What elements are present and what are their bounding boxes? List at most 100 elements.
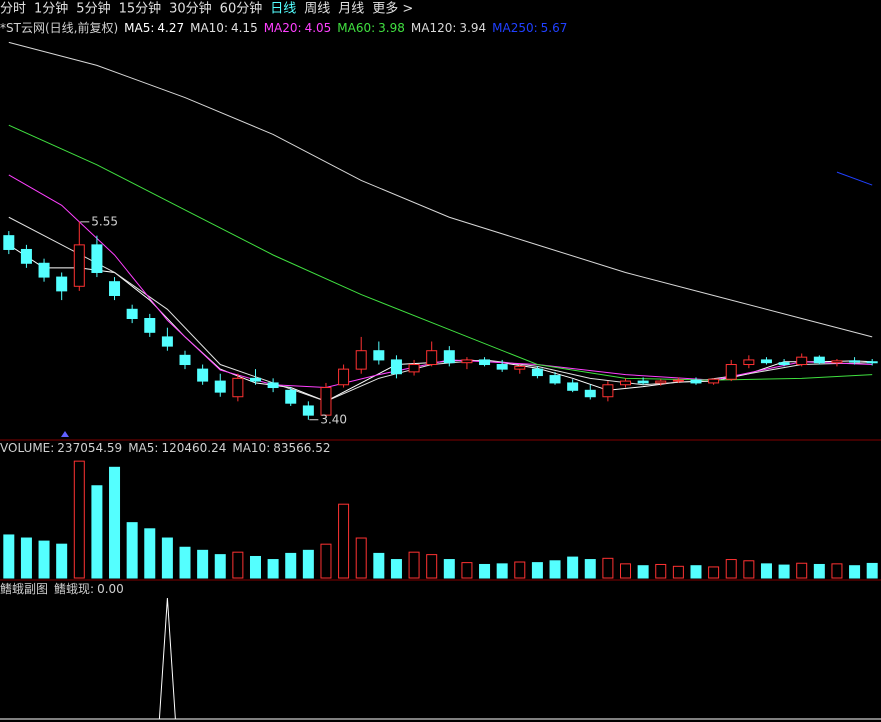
legend-label: MA20: xyxy=(264,21,302,35)
candle-body xyxy=(285,389,297,404)
volume-bar xyxy=(584,559,596,579)
volume-bar xyxy=(109,466,121,579)
volume-bar xyxy=(126,522,138,579)
indicator-value: 0.00 xyxy=(97,582,124,596)
tab[interactable]: 日线 xyxy=(270,2,296,17)
candle-body xyxy=(56,276,68,292)
candle-body xyxy=(496,364,508,370)
legend-value: 120460.24 xyxy=(161,441,226,455)
volume-bar xyxy=(56,543,68,579)
volume-bar xyxy=(3,534,15,579)
candle-body xyxy=(831,360,843,364)
volume-bar xyxy=(197,549,209,579)
candle-body xyxy=(584,389,596,398)
legend-label: MA250: xyxy=(492,21,538,35)
legend-value: 83566.52 xyxy=(273,441,330,455)
volume-bar xyxy=(179,546,191,579)
legend-value: 3.94 xyxy=(459,21,486,35)
volume-bar xyxy=(373,552,385,579)
legend-label: MA5: xyxy=(124,21,154,35)
tab[interactable]: 1分钟 xyxy=(34,1,68,17)
volume-bar xyxy=(73,460,85,579)
volume-bar xyxy=(320,543,332,579)
candle-body xyxy=(197,368,209,382)
candle-body xyxy=(426,350,438,366)
candle-body xyxy=(373,350,385,361)
candle-body xyxy=(637,380,649,384)
ma-line xyxy=(8,124,873,381)
tab[interactable]: 周线 xyxy=(304,2,330,17)
candle-body xyxy=(249,377,261,382)
candle-body xyxy=(232,377,244,398)
volume-bar xyxy=(672,565,684,579)
legend-label: MA5: xyxy=(128,441,158,455)
volume-bar xyxy=(813,563,825,579)
candle-body xyxy=(813,356,825,364)
volume-bar xyxy=(690,565,702,579)
legend-label: MA10: xyxy=(232,441,270,455)
candle-body xyxy=(355,350,367,370)
volume-bar xyxy=(849,565,861,579)
candle-body xyxy=(743,359,755,366)
candle-body xyxy=(214,380,226,393)
candle-body xyxy=(778,362,790,366)
volume-bar xyxy=(214,554,226,579)
candle-body xyxy=(20,248,32,264)
candle-body xyxy=(866,361,878,364)
tab[interactable]: 15分钟 xyxy=(119,1,162,17)
volume-bar xyxy=(479,563,491,579)
volume-bar xyxy=(38,540,50,579)
volume-bar xyxy=(831,563,843,579)
ma-line xyxy=(8,41,873,338)
volume-bar xyxy=(796,562,808,579)
legend-label: MA10: xyxy=(190,21,228,35)
tab[interactable]: 更多 > xyxy=(372,1,413,17)
volume-bar xyxy=(496,563,508,579)
legend-label: VOLUME: xyxy=(0,441,54,455)
candle-body xyxy=(161,336,173,347)
candle-body xyxy=(602,384,614,398)
candle-body xyxy=(655,380,667,384)
legend-value: 4.05 xyxy=(305,21,332,35)
legend-value: 4.15 xyxy=(231,21,258,35)
candle-body xyxy=(144,318,156,333)
candle-body xyxy=(408,364,420,373)
volume-bar xyxy=(338,503,350,579)
candle-body xyxy=(849,360,861,363)
candle-body xyxy=(690,379,702,384)
volume-bar xyxy=(567,556,579,579)
volume-bar xyxy=(355,537,367,579)
candle-body xyxy=(567,382,579,391)
legend-value: 3.98 xyxy=(378,21,405,35)
indicator-spike xyxy=(158,597,176,720)
volume-bar xyxy=(443,559,455,579)
candle-body xyxy=(302,405,314,416)
candle-body xyxy=(443,350,455,364)
candle-body xyxy=(461,359,473,364)
ma-line xyxy=(8,174,873,389)
volume-bar xyxy=(637,565,649,579)
candle-body xyxy=(725,364,737,380)
tab[interactable]: 60分钟 xyxy=(220,1,263,17)
annotation-label: 5.55 xyxy=(91,214,118,228)
candle-body xyxy=(708,378,720,384)
legend-value: 237054.59 xyxy=(57,441,122,455)
volume-bar xyxy=(91,485,103,579)
tab[interactable]: 分时 xyxy=(0,2,26,17)
candle-body xyxy=(179,354,191,366)
candle-body xyxy=(267,382,279,389)
volume-bar xyxy=(620,563,632,579)
candle-body xyxy=(126,308,138,319)
tab[interactable]: 30分钟 xyxy=(169,1,212,17)
volume-bar xyxy=(655,563,667,579)
ma-line xyxy=(836,171,873,186)
volume-bar xyxy=(866,562,878,579)
candle-body xyxy=(3,235,15,250)
volume-bar xyxy=(20,537,32,579)
tab[interactable]: 5分钟 xyxy=(76,1,110,17)
legend-label: MA120: xyxy=(411,21,457,35)
tab[interactable]: 月线 xyxy=(338,2,364,17)
volume-bar xyxy=(285,552,297,579)
volume-legend: VOLUME: 237054.59 MA5: 120460.24 MA10: 83566.… xyxy=(0,441,331,455)
